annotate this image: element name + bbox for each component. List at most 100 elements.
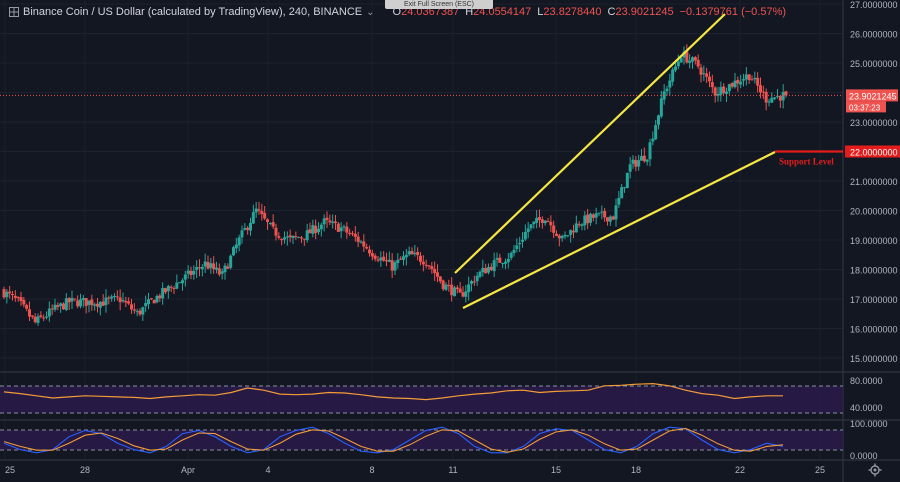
time-axis-label: 18 <box>631 465 641 475</box>
candle-body <box>13 295 17 298</box>
candle-body <box>390 260 394 271</box>
candle-body <box>79 299 82 307</box>
candle-body <box>59 303 63 307</box>
candle-body <box>362 241 366 247</box>
time-axis-label: 25 <box>815 465 825 475</box>
candle-body <box>461 292 465 297</box>
candle-body <box>319 224 323 230</box>
candle-body <box>708 76 711 82</box>
candle-body <box>744 74 748 80</box>
price-axis-label: 18.0000000 <box>850 266 898 276</box>
candle-body <box>640 156 643 161</box>
candle-body <box>739 81 743 85</box>
candle-body <box>540 219 544 223</box>
candle-body <box>351 233 354 235</box>
candle-body <box>277 236 281 238</box>
chevron-down-icon[interactable]: ⌄ <box>366 6 375 18</box>
candle-body <box>600 211 604 213</box>
candle-body <box>784 91 788 96</box>
candle-body <box>597 212 601 214</box>
candle-body <box>668 80 672 88</box>
candle-body <box>705 73 709 77</box>
candle-body <box>563 234 567 237</box>
candle-body <box>11 294 14 296</box>
candle-body <box>512 249 516 254</box>
candle-body <box>308 229 312 234</box>
candle-body <box>552 225 556 233</box>
candle-body <box>33 316 37 322</box>
candle-body <box>322 218 326 225</box>
exit-fullscreen-button[interactable]: Exit Full Screen (ESC) <box>385 0 493 9</box>
candle-body <box>90 299 94 306</box>
candle-body <box>427 265 431 267</box>
candle-body <box>288 235 292 238</box>
candle-body <box>246 227 250 230</box>
candle-body <box>750 79 754 81</box>
candle-body <box>212 263 216 270</box>
candle-body <box>294 236 298 238</box>
candle-body <box>268 223 272 225</box>
fullscreen-toggle-icon[interactable] <box>8 7 19 18</box>
candle-body <box>161 287 165 299</box>
price-axis-label: 21.0000000 <box>850 177 898 187</box>
candle-body <box>492 260 496 272</box>
candle-body <box>727 84 731 92</box>
candle-body <box>132 309 136 311</box>
candle-body <box>30 315 34 317</box>
candle-body <box>302 238 306 240</box>
candle-body <box>671 69 675 82</box>
candle-body <box>484 268 488 274</box>
symbol-title[interactable]: Binance Coin / US Dollar (calculated by … <box>23 6 363 18</box>
candle-body <box>665 88 669 92</box>
candle-body <box>300 237 303 239</box>
candle-body <box>16 297 20 299</box>
candle-body <box>336 223 340 232</box>
candle-body <box>438 276 442 282</box>
candle-body <box>178 282 182 284</box>
candle-body <box>654 125 658 140</box>
candle-body <box>234 244 238 249</box>
candle-body <box>232 247 235 256</box>
rsi-line <box>3 382 783 401</box>
candle-body <box>84 298 88 306</box>
candle-body <box>291 235 295 238</box>
candle-body <box>631 159 635 164</box>
candle-body <box>382 256 386 261</box>
candle-body <box>124 300 128 303</box>
candle-body <box>608 216 612 222</box>
candle-body <box>81 298 85 301</box>
candle-body <box>657 115 660 125</box>
candle-body <box>280 238 284 241</box>
ohlc-close: C23.9021245 <box>607 6 674 18</box>
candle-body <box>172 288 176 290</box>
candle-body <box>342 226 346 228</box>
price-axis-label: 27.0000000 <box>850 0 898 10</box>
candle-body <box>141 307 145 315</box>
candle-body <box>104 297 108 305</box>
candle-body <box>274 227 278 236</box>
candle-body <box>546 221 550 223</box>
candle-body <box>603 211 607 218</box>
candle-body <box>535 217 539 223</box>
candle-body <box>93 304 97 306</box>
candle-body <box>305 230 309 241</box>
candle-body <box>39 315 43 317</box>
stoch-d-line <box>3 427 784 453</box>
rsi-axis-label: 40.0000 <box>850 403 883 413</box>
gear-icon[interactable] <box>868 463 882 477</box>
support-price-value: 22.0000000 <box>850 148 898 158</box>
candle-body <box>523 231 527 240</box>
candle-body <box>45 316 48 318</box>
candle-body <box>42 317 46 319</box>
time-axis-label: 4 <box>265 465 270 475</box>
last-price-tag <box>846 89 898 102</box>
candle-body <box>385 260 388 262</box>
candle-body <box>399 258 403 260</box>
candle-body <box>47 308 51 317</box>
candle-body <box>742 79 745 81</box>
candle-body <box>625 172 629 188</box>
candle-body <box>183 274 187 280</box>
candle-body <box>98 301 102 308</box>
